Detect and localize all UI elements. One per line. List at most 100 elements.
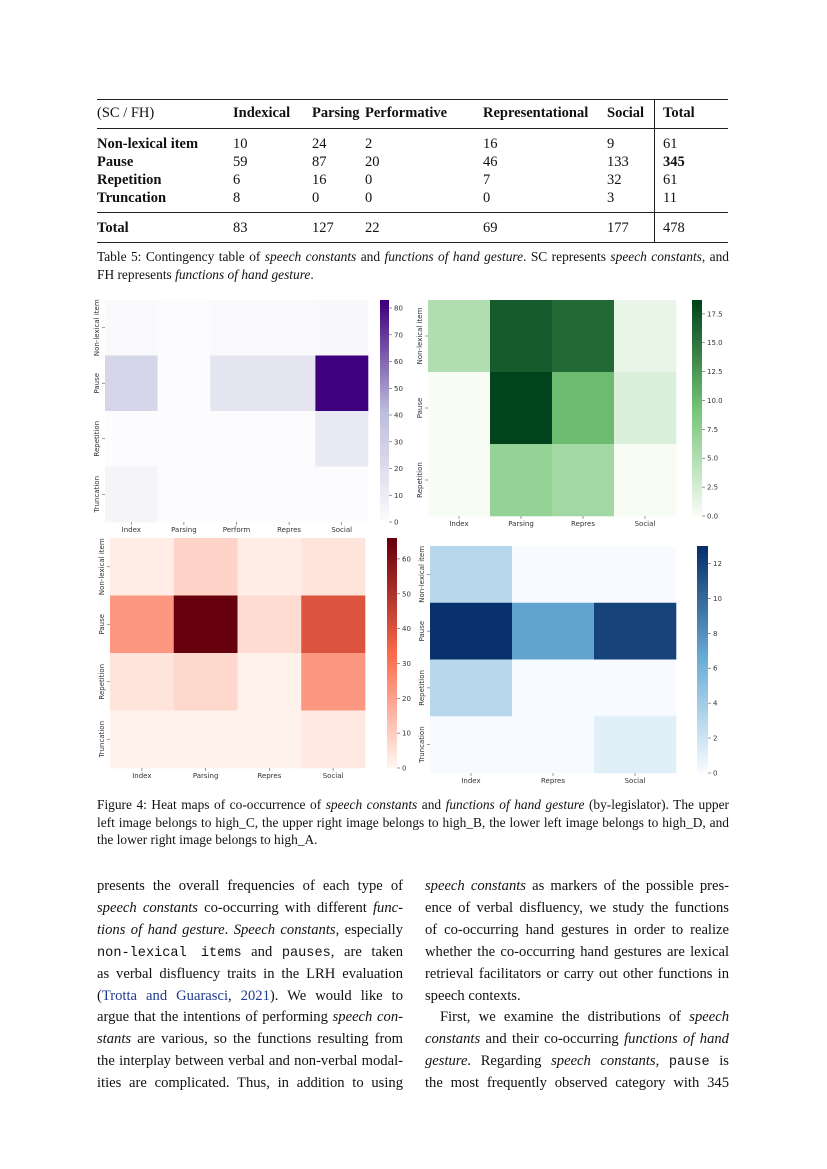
- colorbar-segment: [697, 685, 708, 691]
- heatmap-cell: [428, 300, 491, 373]
- figure-caption: Figure 4: Heat maps of co-occurrence of …: [97, 796, 729, 849]
- text-span: of co-occurring hand gestures in order t…: [425, 921, 729, 938]
- heatmap-cell: [594, 659, 677, 717]
- colorbar-tick-label: 10.0: [707, 397, 723, 405]
- colorbar-segment: [697, 757, 708, 763]
- x-tick-label: Social: [635, 520, 656, 528]
- colorbar-segment: [697, 750, 708, 755]
- colorbar-segment: [697, 659, 708, 664]
- text-span: speech contexts.: [425, 987, 521, 1004]
- row-total: 345: [654, 153, 728, 171]
- table-cell: 22: [365, 220, 380, 236]
- colorbar-segment: [380, 337, 389, 342]
- colorbar-segment: [692, 501, 702, 506]
- text-span: speech constants: [610, 249, 702, 264]
- heatmap-cell: [301, 710, 366, 769]
- colorbar-segment: [387, 557, 397, 562]
- row-label: Total: [97, 220, 129, 236]
- table-cell: 478: [654, 212, 728, 243]
- colorbar-segment: [380, 425, 389, 430]
- colorbar: 0 10 20 30 40 50 60 70 80: [380, 300, 403, 527]
- x-tick-label: Repres: [277, 526, 301, 534]
- colorbar-tick-label: 30: [402, 660, 411, 668]
- colorbar-segment: [697, 553, 708, 558]
- x-tick-label: Index: [461, 777, 480, 785]
- colorbar-segment: [697, 564, 708, 570]
- text-span: as markers of the possible pres-: [525, 878, 729, 894]
- colorbar-segment: [692, 361, 702, 366]
- colorbar-segment: [697, 716, 708, 721]
- citation-link[interactable]: Trotta and Guarasci: [101, 987, 228, 1004]
- colorbar-segment: [387, 564, 397, 570]
- colorbar-segment: [697, 674, 708, 679]
- heatmap-cell: [594, 546, 677, 604]
- citation-link[interactable]: 2021: [240, 987, 270, 1004]
- colorbar-segment: [380, 399, 389, 404]
- colorbar-tick-label: 60: [402, 555, 411, 563]
- x-tick-label: Parsing: [508, 520, 534, 528]
- colorbar-tick-label: 10: [394, 492, 403, 500]
- colorbar-tick-label: 7.5: [707, 426, 718, 434]
- colorbar-segment: [387, 576, 397, 581]
- colorbar-segment: [697, 583, 708, 589]
- colorbar-segment: [692, 390, 702, 394]
- colorbar-segment: [697, 738, 708, 744]
- colorbar-segment: [380, 470, 389, 475]
- colorbar-tick-label: 17.5: [707, 310, 723, 318]
- y-tick-label: Pause: [418, 621, 426, 642]
- table-cell: 3: [607, 190, 615, 206]
- colorbar-segment: [387, 641, 397, 646]
- colorbar-segment: [387, 691, 397, 696]
- colorbar-tick-label: 2.5: [707, 484, 718, 492]
- heatmap-cell: [428, 372, 491, 445]
- table-cell: 87: [312, 154, 327, 170]
- colorbar-segment: [380, 396, 389, 401]
- table-cell: 0: [365, 172, 373, 188]
- colorbar-segment: [697, 697, 708, 702]
- colorbar-segment: [692, 465, 702, 470]
- colorbar-segment: [380, 422, 389, 427]
- colorbar-segment: [697, 678, 708, 683]
- heatmap-cell: [157, 355, 211, 412]
- colorbar-segment: [380, 407, 389, 412]
- colorbar-segment: [692, 422, 702, 427]
- body-line: the most frequently observed category wi…: [425, 1074, 729, 1092]
- heatmap-high_B: Index Parsing Repres Social Non-lexical item…: [416, 300, 723, 528]
- text-span: speech constants: [325, 797, 418, 812]
- colorbar-segment: [387, 695, 397, 700]
- colorbar-segment: [692, 364, 702, 369]
- colorbar-segment: [697, 610, 708, 615]
- colorbar-segment: [692, 325, 702, 330]
- text-span: functions of hand gesture: [384, 249, 524, 264]
- colorbar-segment: [697, 670, 708, 676]
- colorbar-segment: [697, 629, 708, 634]
- colorbar-segment: [387, 580, 397, 585]
- colorbar-segment: [387, 633, 397, 639]
- heatmap-cell: [428, 444, 491, 517]
- body-line: as verbal disfluency traits in the LRH e…: [97, 965, 403, 983]
- colorbar-segment: [697, 591, 708, 596]
- colorbar-segment: [692, 408, 702, 412]
- body-line: constants and their co-occurring functio…: [425, 1030, 729, 1048]
- y-tick-label: Pause: [93, 373, 101, 394]
- colorbar-segment: [697, 606, 708, 611]
- table-cell: 2: [365, 136, 373, 152]
- colorbar-segment: [697, 682, 708, 687]
- x-tick-label: Repres: [541, 777, 565, 785]
- colorbar-segment: [380, 448, 389, 453]
- colorbar-segment: [387, 618, 397, 623]
- colorbar-segment: [380, 374, 389, 379]
- heatmap-cell: [552, 444, 615, 517]
- colorbar-segment: [380, 311, 389, 316]
- y-tick-label: Pause: [98, 614, 106, 635]
- colorbar-segment: [697, 648, 708, 653]
- colorbar-segment: [380, 418, 389, 423]
- x-tick-label: Repres: [571, 520, 595, 528]
- header-cell: Social: [607, 105, 645, 121]
- header-cell: (SC / FH): [97, 105, 155, 121]
- colorbar-segment: [692, 310, 702, 315]
- colorbar-segment: [387, 687, 397, 692]
- colorbar-segment: [387, 679, 397, 685]
- table-row: Truncation 8 0 0 0 3 11: [97, 189, 728, 213]
- colorbar-segment: [697, 568, 708, 573]
